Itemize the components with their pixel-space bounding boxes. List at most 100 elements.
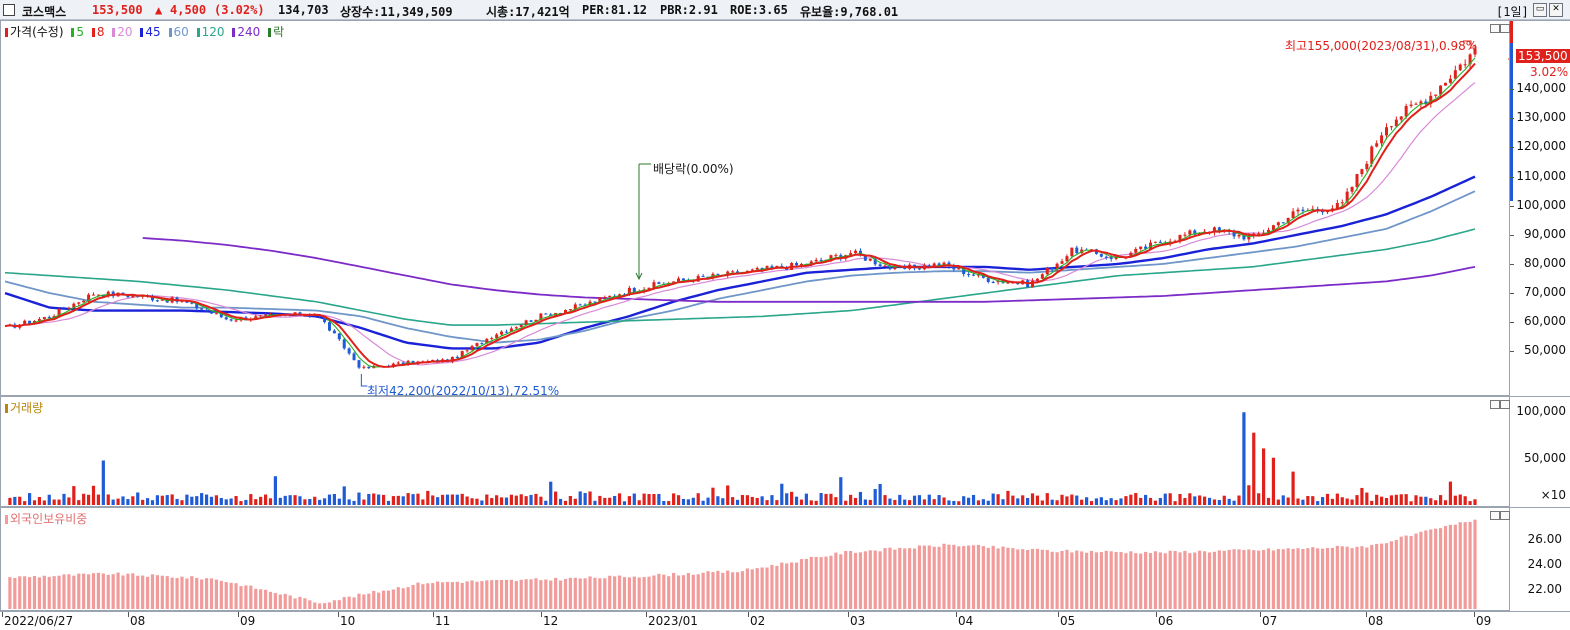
- foreign-bar: [1291, 548, 1295, 609]
- select-checkbox[interactable]: [3, 4, 15, 16]
- foreign-bar: [1389, 541, 1394, 609]
- foreign-bar: [1016, 549, 1020, 609]
- foreign-bar: [298, 596, 302, 609]
- volume-bar: [981, 499, 985, 505]
- foreign-bar: [1198, 550, 1202, 609]
- panel-close-icon[interactable]: [1500, 24, 1510, 33]
- volume-bar: [755, 497, 759, 505]
- volume-bar: [1124, 496, 1128, 505]
- foreign-bar: [190, 576, 194, 609]
- foreign-legend[interactable]: 외국인보유비중: [5, 510, 89, 527]
- volume-bar: [1035, 495, 1040, 505]
- legend-ma20[interactable]: 20: [112, 25, 134, 39]
- volume-bar: [873, 489, 877, 505]
- dividend-arrow: [635, 163, 651, 281]
- foreign-bar: [254, 588, 258, 609]
- candle: [490, 336, 494, 341]
- restore-icon[interactable]: ▭: [1533, 3, 1547, 17]
- candle: [1380, 132, 1384, 147]
- foreign-bar: [431, 583, 435, 609]
- low-arrow: [360, 374, 368, 387]
- volume-bar: [917, 495, 922, 505]
- period-selector[interactable]: [1일]: [1496, 5, 1529, 19]
- price-tick-mark: [1510, 234, 1514, 236]
- legend-ma60[interactable]: 60: [168, 25, 191, 39]
- foreign-bar: [903, 548, 907, 609]
- candle: [1104, 255, 1108, 260]
- foreign-axis: 26.00 24.00 22.00: [1510, 507, 1570, 611]
- date-label: 08: [130, 614, 146, 628]
- foreign-bar: [170, 577, 174, 609]
- candle: [1040, 273, 1044, 280]
- volume-bar: [588, 491, 592, 505]
- legend-price-label: 가격(수정): [10, 25, 64, 39]
- close-icon[interactable]: ✕: [1549, 3, 1563, 17]
- foreign-min-icon[interactable]: [1490, 511, 1500, 520]
- foreign-bar: [318, 603, 322, 609]
- legend-ex[interactable]: 락: [268, 25, 286, 39]
- foreign-bar: [67, 574, 71, 609]
- foreign-bar: [701, 572, 705, 609]
- foreign-bar: [77, 573, 81, 609]
- volume-legend[interactable]: 거래량: [5, 399, 45, 416]
- foreign-bar: [883, 548, 887, 609]
- foreign-bar: [1139, 553, 1143, 609]
- volume-bar: [1389, 495, 1394, 505]
- volume-bar: [1109, 498, 1113, 505]
- volume-bar: [1330, 498, 1335, 505]
- panel-min-icon[interactable]: [1490, 24, 1500, 33]
- volume-bar: [617, 493, 622, 505]
- foreign-bar: [396, 587, 400, 609]
- foreign-bar: [1394, 540, 1398, 609]
- volume-bar: [1198, 495, 1202, 505]
- volume-bar: [1212, 499, 1217, 505]
- volume-close-icon[interactable]: [1500, 400, 1510, 409]
- volume-bar: [922, 499, 926, 505]
- legend-price[interactable]: 가격(수정): [5, 25, 66, 39]
- volume-bar: [1016, 498, 1020, 505]
- legend-ma5[interactable]: 5: [71, 25, 86, 39]
- foreign-bar: [386, 590, 391, 609]
- legend-ma240[interactable]: 240: [232, 25, 262, 39]
- legend-ma120[interactable]: 120: [196, 25, 227, 39]
- foreign-bar: [18, 576, 22, 609]
- foreign-close-icon[interactable]: [1500, 511, 1510, 520]
- volume-bar: [509, 494, 513, 505]
- foreign-bar: [691, 574, 695, 609]
- foreign-legend-label: 외국인보유비중: [10, 512, 88, 526]
- foreign-bar: [96, 572, 101, 609]
- volume-bar: [303, 499, 307, 505]
- volume-bar: [1232, 500, 1236, 505]
- candle: [1158, 239, 1162, 244]
- foreign-bar: [1306, 548, 1310, 609]
- foreign-bar: [293, 598, 297, 609]
- volume-bar: [116, 498, 120, 505]
- volume-bar: [219, 498, 223, 505]
- foreign-bar: [578, 578, 582, 609]
- volume-bar: [986, 500, 990, 505]
- date-label: 04: [958, 614, 974, 628]
- candle: [357, 359, 361, 370]
- foreign-bar: [1271, 550, 1276, 609]
- volume-bar: [1065, 496, 1069, 505]
- volume-bar: [883, 495, 887, 505]
- foreign-bar: [381, 590, 386, 609]
- candle: [873, 257, 877, 267]
- volume-bar: [1134, 493, 1138, 505]
- foreign-bar: [996, 548, 1000, 609]
- legend-ma45[interactable]: 45: [140, 25, 162, 39]
- legend-ma8[interactable]: 8: [91, 25, 107, 39]
- foreign-bar: [514, 581, 518, 609]
- foreign-bar: [519, 579, 523, 609]
- legend-ma45-label: 45: [145, 25, 161, 39]
- volume-min-icon[interactable]: [1490, 400, 1500, 409]
- volume-bar: [308, 499, 312, 505]
- volume-bar: [141, 499, 145, 505]
- foreign-bar: [981, 546, 985, 609]
- foreign-bar: [475, 581, 479, 609]
- volume-bar: [790, 491, 794, 505]
- foreign-bar: [711, 572, 715, 609]
- volume-bar: [416, 493, 420, 505]
- candle: [578, 303, 582, 306]
- candle: [1394, 116, 1398, 127]
